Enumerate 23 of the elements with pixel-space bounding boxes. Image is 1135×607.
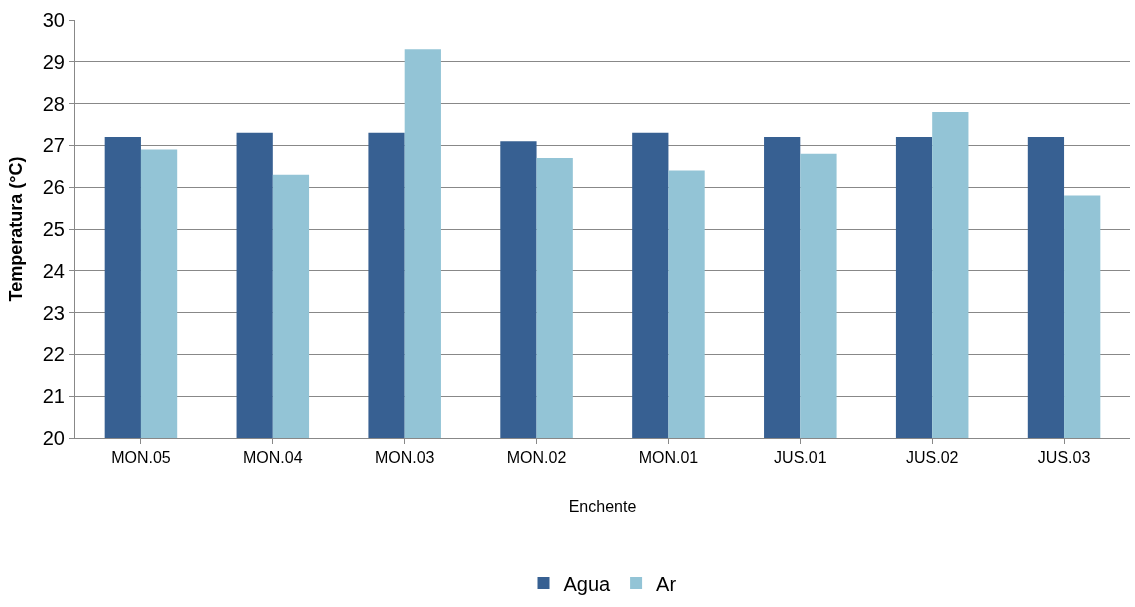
legend-label: Ar: [656, 572, 677, 595]
y-tick-label: 26: [42, 176, 65, 199]
x-tick-label: MON.03: [374, 449, 435, 467]
legend-label: Agua: [563, 572, 612, 595]
y-tick-label: 25: [42, 218, 65, 240]
x-axis-title: Enchente: [568, 497, 637, 515]
y-tick-label: 29: [42, 50, 65, 73]
x-tick-label: JUS.02: [905, 449, 959, 467]
x-tick-label: MON.02: [506, 449, 567, 467]
y-tick-label: 20: [42, 427, 65, 449]
y-tick-label: 28: [42, 92, 65, 115]
x-tick-label: JUS.01: [774, 449, 827, 467]
x-tick-label: MON.04: [243, 449, 303, 467]
x-tick-label: MON.01: [638, 449, 699, 467]
y-tick-label: 27: [42, 134, 65, 157]
y-axis-title: Temperatura (°C): [5, 156, 26, 302]
y-tick-label: 22: [42, 343, 65, 366]
x-tick-label: MON.05: [111, 449, 171, 467]
y-tick-label: 23: [42, 301, 65, 324]
x-tick-label: JUS.03: [1037, 449, 1091, 467]
y-tick-label: 24: [42, 259, 65, 282]
y-tick-label: 21: [42, 385, 65, 408]
y-tick-label: 30: [42, 9, 65, 31]
